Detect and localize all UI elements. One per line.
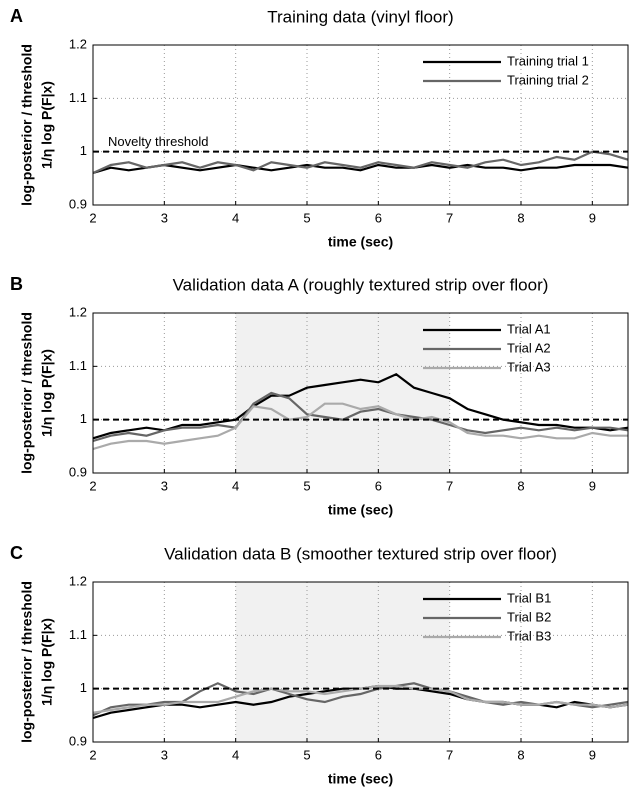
panel: A Training data (vinyl floor) 2 3 4 5 6 7 8 9 0.9 1…	[10, 6, 629, 250]
x-tick-label: 2	[89, 747, 96, 762]
y-axis-label: 1/η log P(F|x)	[39, 618, 55, 706]
x-tick-label: 7	[446, 478, 453, 493]
y-tick-label: 1	[80, 411, 87, 426]
x-tick-label: 9	[589, 478, 596, 493]
y-tick-label: 1.2	[69, 573, 87, 588]
chart-title: Validation data B (smoother textured str…	[164, 544, 557, 563]
legend-label: Trial A3	[507, 359, 551, 374]
series-line	[92, 163, 629, 175]
x-axis-label: time (sec)	[328, 502, 393, 518]
x-tick-label: 4	[232, 210, 239, 225]
y-tick-label: 1.2	[69, 36, 87, 51]
series-line	[92, 373, 629, 440]
y-tick-label: 1.1	[69, 358, 87, 373]
legend-label: Trial B3	[507, 628, 551, 643]
x-tick-label: 5	[303, 747, 310, 762]
x-tick-label: 3	[161, 210, 168, 225]
y-tick-label: 1	[80, 680, 87, 695]
annotation: Novelty threshold	[108, 134, 208, 149]
series-line	[92, 150, 629, 175]
y-tick-label: 0.9	[69, 464, 87, 479]
legend-label: Training trial 2	[507, 72, 589, 87]
chart-title: Validation data A (roughly textured stri…	[173, 275, 549, 294]
x-tick-label: 3	[161, 747, 168, 762]
x-tick-label: 4	[232, 747, 239, 762]
y-axis-label: 1/η log P(F|x)	[39, 349, 55, 437]
legend-label: Trial A2	[507, 340, 551, 355]
plot-frame	[92, 44, 629, 206]
legend-label: Trial A1	[507, 321, 551, 336]
y-tick-label: 0.9	[69, 733, 87, 748]
plot-frame	[92, 581, 629, 743]
y-tick-label: 1.2	[69, 304, 87, 319]
y-axis-label: log-posterior / threshold	[19, 581, 35, 743]
chart-title: Training data (vinyl floor)	[267, 7, 453, 26]
x-tick-label: 3	[161, 478, 168, 493]
y-tick-label: 1	[80, 143, 87, 158]
series-line	[92, 391, 629, 443]
y-tick-label: 0.9	[69, 196, 87, 211]
y-axis-label: log-posterior / threshold	[19, 44, 35, 206]
panel: C Validation data B (smoother textured st…	[10, 543, 629, 787]
series-line	[92, 684, 629, 714]
panel-label: B	[10, 274, 23, 294]
x-axis-label: time (sec)	[328, 234, 393, 250]
x-tick-label: 4	[232, 478, 239, 493]
x-axis-label: time (sec)	[328, 771, 393, 787]
x-tick-label: 8	[517, 478, 524, 493]
shaded-region	[235, 313, 450, 473]
x-tick-label: 9	[589, 747, 596, 762]
y-axis-label: 1/η log P(F|x)	[39, 81, 55, 169]
series-line	[92, 402, 628, 451]
x-tick-label: 7	[446, 210, 453, 225]
x-tick-label: 8	[517, 747, 524, 762]
y-tick-label: 1.1	[69, 90, 87, 105]
x-tick-label: 2	[89, 210, 96, 225]
plot-frame	[92, 312, 629, 474]
legend-label: Trial B2	[507, 609, 551, 624]
x-tick-label: 6	[375, 210, 382, 225]
panel: B Validation data A (roughly textured str…	[10, 274, 629, 518]
plot-area	[93, 45, 628, 205]
x-tick-label: 2	[89, 478, 96, 493]
x-tick-label: 5	[303, 210, 310, 225]
panel-label: A	[10, 6, 23, 26]
x-tick-label: 5	[303, 478, 310, 493]
x-tick-label: 7	[446, 747, 453, 762]
x-tick-label: 6	[375, 478, 382, 493]
y-tick-label: 1.1	[69, 627, 87, 642]
y-axis-label: log-posterior / threshold	[19, 312, 35, 474]
x-tick-label: 8	[517, 210, 524, 225]
x-tick-label: 9	[589, 210, 596, 225]
panel-label: C	[10, 543, 23, 563]
legend-label: Training trial 1	[507, 53, 589, 68]
legend-label: Trial B1	[507, 590, 551, 605]
shaded-region	[235, 582, 450, 742]
x-tick-label: 6	[375, 747, 382, 762]
